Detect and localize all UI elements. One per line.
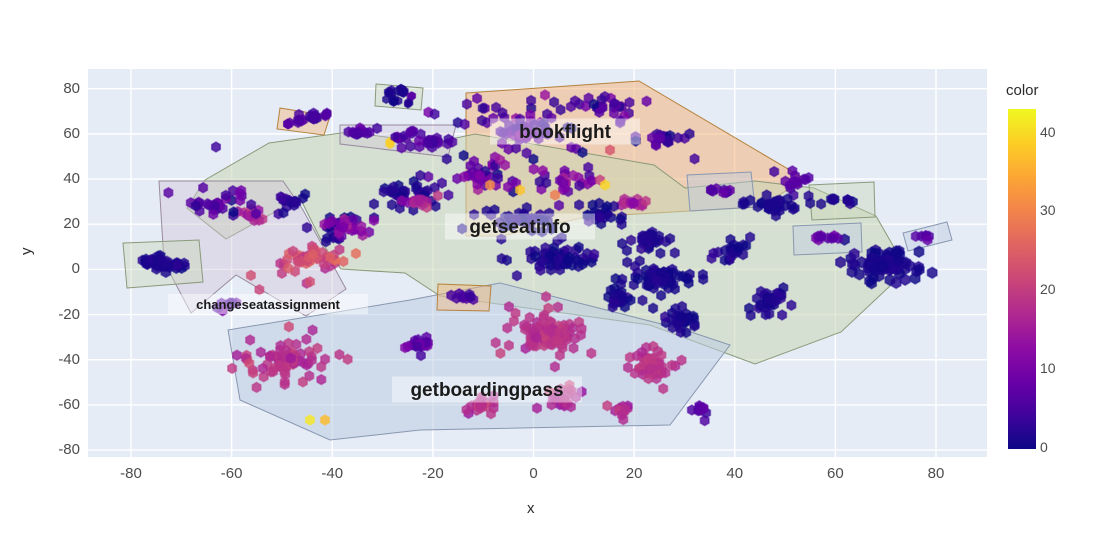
svg-text:bookflight: bookflight — [519, 122, 611, 143]
svg-text:getseatinfo: getseatinfo — [469, 217, 570, 238]
svg-text:getboardingpass: getboardingpass — [410, 380, 563, 401]
svg-text:changeseatassignment: changeseatassignment — [196, 297, 340, 312]
